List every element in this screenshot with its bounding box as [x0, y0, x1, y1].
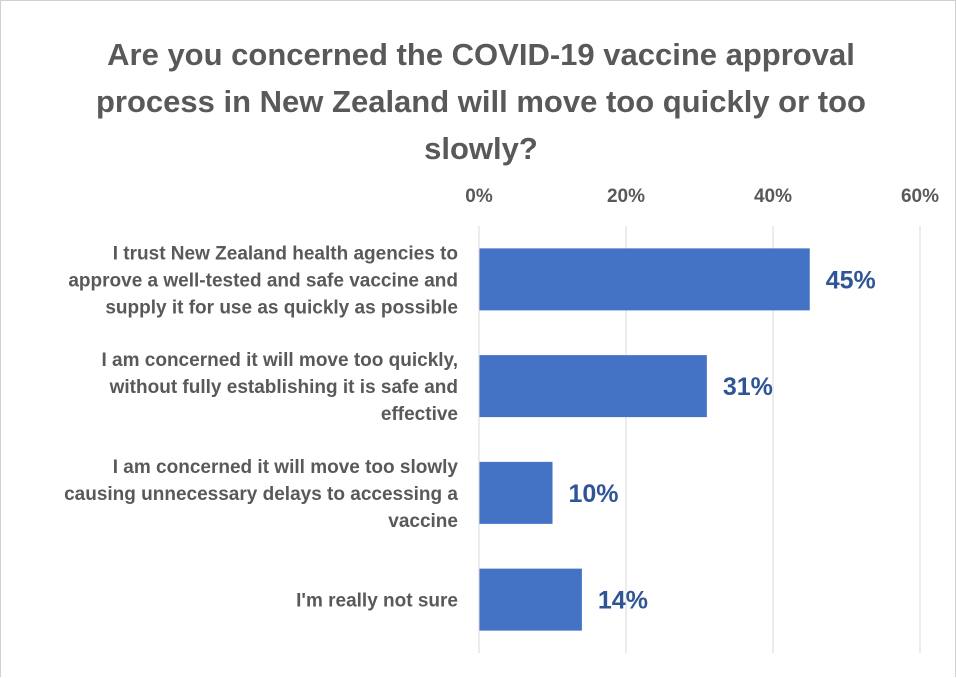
- data-label-4: 14%: [598, 587, 648, 615]
- category-label-3-line-3: vaccine: [388, 511, 458, 532]
- category-label-2-line-2: without fully establishing it is safe an…: [109, 377, 458, 398]
- category-label-2: I am concerned it will move too quickly,…: [101, 350, 458, 425]
- x-tick-label-60: 60%: [901, 186, 939, 207]
- bar-2: [479, 355, 707, 418]
- category-label-2-line-1: I am concerned it will move too quickly,: [101, 350, 458, 371]
- category-label-3-line-1: I am concerned it will move too slowly: [113, 457, 459, 478]
- bar-1: [479, 248, 810, 311]
- x-tick-label-0: 0%: [465, 186, 493, 207]
- category-label-1-line-3: supply it for use as quickly as possible: [105, 297, 458, 318]
- category-label-4: I'm really not sure: [296, 591, 458, 612]
- data-label-1: 45%: [826, 266, 876, 294]
- category-label-1: I trust New Zealand health agencies to ap…: [68, 243, 458, 318]
- category-label-2-line-3: effective: [381, 404, 458, 425]
- category-label-4-line-1: I'm really not sure: [296, 591, 458, 612]
- bar-3: [479, 461, 553, 524]
- chart-title: Are you concerned the COVID-19 vaccine a…: [96, 37, 866, 166]
- x-tick-label-20: 20%: [607, 186, 645, 207]
- category-label-1-line-1: I trust New Zealand health agencies to: [113, 243, 458, 264]
- category-label-1-line-2: approve a well-tested and safe vaccine a…: [68, 270, 458, 291]
- x-tick-label-40: 40%: [754, 186, 792, 207]
- bar-4: [479, 568, 582, 631]
- category-label-3: I am concerned it will move too slowly ca…: [64, 457, 458, 532]
- data-label-3: 10%: [569, 480, 619, 508]
- category-label-3-line-2: causing unnecessary delays to accessing …: [64, 484, 458, 505]
- data-label-2: 31%: [723, 373, 773, 401]
